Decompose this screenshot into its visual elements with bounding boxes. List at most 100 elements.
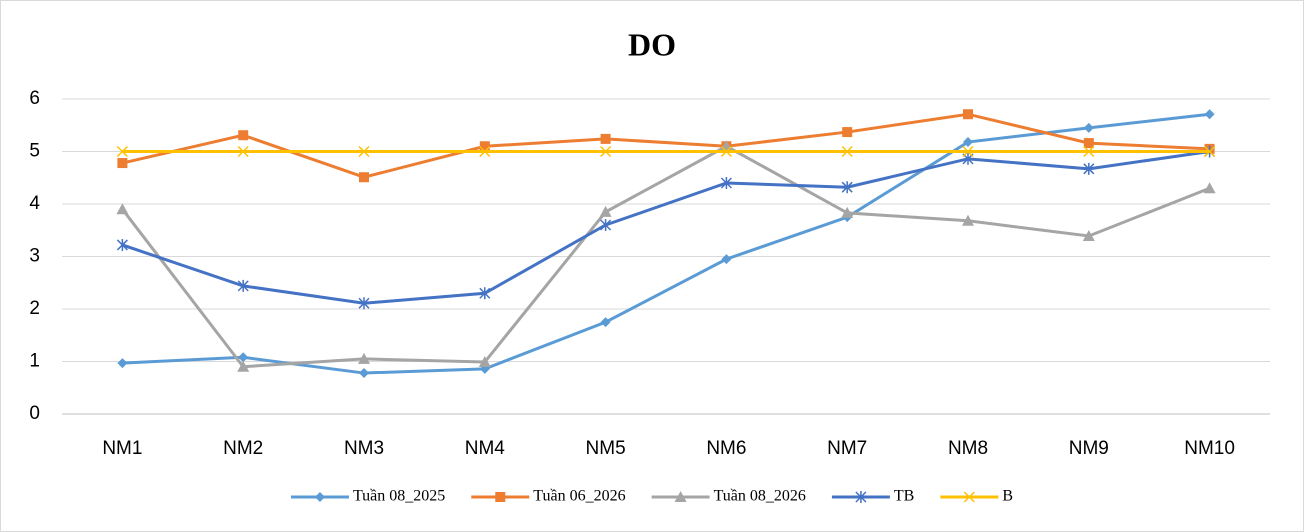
y-tick-label: 2 bbox=[29, 298, 40, 319]
marker bbox=[1203, 182, 1216, 194]
marker bbox=[314, 492, 325, 502]
marker bbox=[674, 491, 687, 502]
marker bbox=[237, 360, 250, 372]
marker bbox=[721, 254, 732, 265]
marker-shape bbox=[1204, 145, 1216, 158]
marker bbox=[962, 214, 974, 226]
marker bbox=[237, 145, 249, 158]
marker bbox=[479, 145, 491, 158]
marker bbox=[841, 145, 853, 158]
marker-shape bbox=[495, 492, 506, 502]
marker bbox=[1082, 230, 1095, 242]
x-tick-label: NM9 bbox=[1069, 438, 1109, 459]
x-tick-label: NM3 bbox=[344, 438, 384, 459]
marker-shape bbox=[237, 360, 250, 372]
y-tick-label: 6 bbox=[29, 88, 40, 109]
marker bbox=[238, 352, 249, 363]
marker-shape bbox=[720, 145, 732, 158]
marker-shape bbox=[962, 145, 974, 158]
marker-shape bbox=[962, 214, 974, 226]
marker-shape bbox=[116, 145, 128, 158]
marker bbox=[117, 158, 128, 169]
marker-shape bbox=[1083, 162, 1095, 175]
marker-shape bbox=[358, 145, 370, 158]
marker bbox=[963, 491, 975, 503]
legend-entry: Tuần 08_2025 bbox=[290, 488, 445, 505]
marker-shape bbox=[358, 352, 370, 364]
marker bbox=[720, 177, 732, 189]
marker bbox=[1083, 122, 1094, 133]
marker bbox=[963, 137, 973, 148]
x-tick-label: NM5 bbox=[586, 438, 626, 459]
marker bbox=[116, 238, 128, 251]
marker-shape bbox=[117, 358, 128, 369]
marker-shape bbox=[479, 287, 491, 300]
marker bbox=[1083, 145, 1095, 158]
y-tick-label: 5 bbox=[29, 141, 40, 162]
marker bbox=[1204, 145, 1216, 158]
marker-shape bbox=[478, 356, 491, 368]
x-tick-label: NM10 bbox=[1184, 438, 1235, 459]
marker bbox=[841, 206, 854, 218]
marker-shape bbox=[721, 254, 732, 265]
marker bbox=[479, 141, 490, 152]
marker bbox=[1204, 109, 1215, 120]
marker-shape bbox=[1083, 122, 1094, 133]
marker bbox=[359, 368, 369, 379]
legend: Tuần 08_2025 Tuần 06_2026 Tuần 08_2026 TB B bbox=[290, 488, 1013, 505]
marker-shape bbox=[116, 238, 128, 251]
legend-entry: B bbox=[940, 488, 1013, 505]
y-tick-label: 1 bbox=[29, 351, 40, 372]
marker-shape bbox=[842, 127, 853, 138]
marker bbox=[962, 145, 974, 158]
y-tick-label: 0 bbox=[29, 403, 40, 424]
marker bbox=[495, 492, 506, 502]
marker-shape bbox=[237, 279, 249, 292]
legend-label: Tuần 08_2025 bbox=[353, 488, 445, 505]
marker-shape bbox=[600, 317, 611, 328]
marker-shape bbox=[841, 145, 853, 158]
marker bbox=[359, 172, 369, 183]
marker-shape bbox=[1204, 109, 1215, 120]
marker-shape bbox=[359, 368, 369, 379]
marker-shape bbox=[963, 491, 975, 503]
marker bbox=[963, 109, 973, 120]
x-tick-label: NM8 bbox=[948, 438, 988, 459]
marker bbox=[600, 145, 612, 158]
marker-shape bbox=[358, 297, 370, 310]
series-line bbox=[122, 112, 1210, 375]
marker bbox=[720, 145, 732, 158]
marker bbox=[358, 352, 370, 364]
marker bbox=[479, 287, 491, 300]
marker bbox=[841, 181, 853, 194]
series-line bbox=[121, 144, 1211, 369]
series-line bbox=[121, 150, 1210, 305]
legend-entry: TB bbox=[831, 488, 914, 505]
x-tick-label: NM1 bbox=[102, 438, 142, 459]
legend-entry: Tuần 06_2026 bbox=[471, 488, 626, 505]
marker bbox=[1083, 162, 1095, 175]
marker-shape bbox=[238, 352, 249, 363]
x-tick-label: NM2 bbox=[223, 438, 263, 459]
marker-shape bbox=[841, 206, 854, 218]
marker-shape bbox=[855, 491, 867, 503]
marker bbox=[238, 130, 249, 141]
marker-shape bbox=[1083, 138, 1094, 149]
marker bbox=[237, 279, 249, 292]
legend-label: Tuần 08_2026 bbox=[714, 488, 806, 505]
marker bbox=[116, 203, 129, 215]
x-tick-label: NM6 bbox=[706, 438, 746, 459]
y-tick-label: 3 bbox=[29, 246, 40, 267]
marker-shape bbox=[600, 219, 612, 231]
marker-shape bbox=[1082, 230, 1095, 242]
marker-shape bbox=[600, 145, 612, 158]
marker-shape bbox=[479, 145, 491, 158]
marker bbox=[1083, 138, 1094, 149]
marker bbox=[117, 358, 128, 369]
marker-shape bbox=[963, 137, 973, 148]
marker-shape bbox=[314, 492, 325, 502]
marker-shape bbox=[117, 158, 128, 169]
